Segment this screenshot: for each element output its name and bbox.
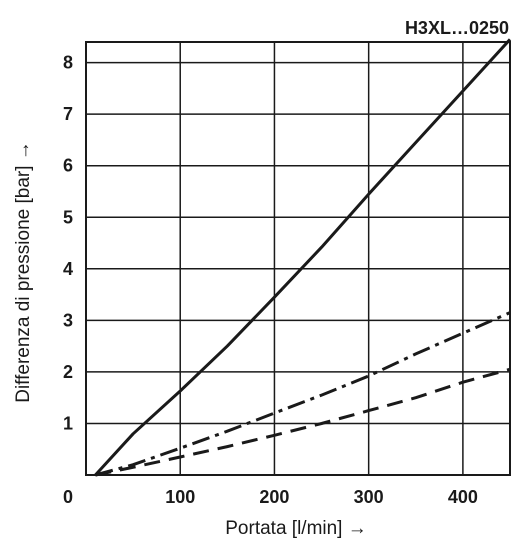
y-tick-label: 3 bbox=[63, 310, 73, 330]
series-layer bbox=[94, 38, 512, 477]
y-tick-label: 1 bbox=[63, 413, 73, 433]
x-tick-label: 0 bbox=[63, 487, 73, 507]
y-tick-label: 7 bbox=[63, 104, 73, 124]
series-line-dashed bbox=[95, 367, 511, 477]
plot-frame bbox=[85, 41, 511, 476]
series-line-dashdot bbox=[95, 311, 511, 477]
x-tick-label: 400 bbox=[448, 487, 478, 507]
x-tick-label: 200 bbox=[259, 487, 289, 507]
y-axis-label: Differenza di pressione [bar] → bbox=[13, 141, 34, 403]
y-tick-label: 6 bbox=[63, 156, 73, 176]
y-tick-label: 4 bbox=[63, 259, 73, 279]
x-tick-label: 100 bbox=[165, 487, 195, 507]
y-tick-label: 2 bbox=[63, 362, 73, 382]
x-tick-label: 300 bbox=[354, 487, 384, 507]
y-tick-label: 8 bbox=[63, 53, 73, 73]
y-tick-label: 5 bbox=[63, 207, 73, 227]
chart-title: H3XL…0250 bbox=[405, 18, 509, 38]
grid-layer bbox=[86, 42, 510, 475]
x-axis-label: Portata [l/min] → bbox=[225, 518, 367, 539]
tick-labels: 0 100 200 300 400 1 2 3 4 5 6 7 8 bbox=[63, 53, 478, 507]
series-line-solid bbox=[94, 38, 512, 477]
